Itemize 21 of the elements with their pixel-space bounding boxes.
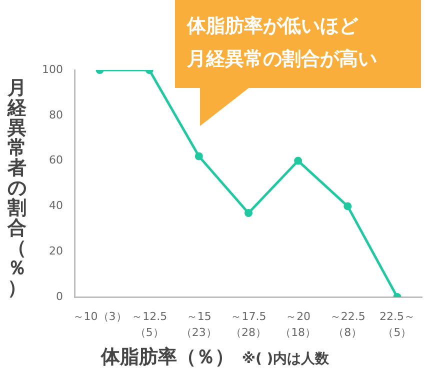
point <box>194 152 203 160</box>
y-tick-label: 40 <box>48 199 63 212</box>
x-tick-label: 22.5～（5） <box>378 309 416 341</box>
x-axis-title: 体脂肪率（％） <box>100 346 234 368</box>
x-tick-label: ～10（3） <box>72 309 128 325</box>
text: ※( )内は人数 <box>242 351 330 367</box>
y-tick-label: 60 <box>48 154 63 167</box>
point <box>244 209 252 218</box>
y-tick-label: 100 <box>42 62 63 76</box>
x-tick-label: ～12.5（5） <box>132 310 168 339</box>
annotation: 月経異常の割合が高い <box>187 47 377 72</box>
x-tick-label: ～22.5（8） <box>328 309 366 341</box>
y-tick-label: 80 <box>48 108 63 122</box>
y-tick-label: 20 <box>48 244 63 258</box>
x-tick-label: ～20（18） <box>279 309 318 341</box>
y-tick-label: 0 <box>56 290 63 303</box>
point <box>344 202 352 210</box>
x-tick-label: ～15（23） <box>180 309 218 341</box>
point <box>294 156 302 165</box>
x-tick-label: ～17.5（28） <box>229 309 268 341</box>
text: 月経異常者の割合（％） <box>8 77 26 299</box>
